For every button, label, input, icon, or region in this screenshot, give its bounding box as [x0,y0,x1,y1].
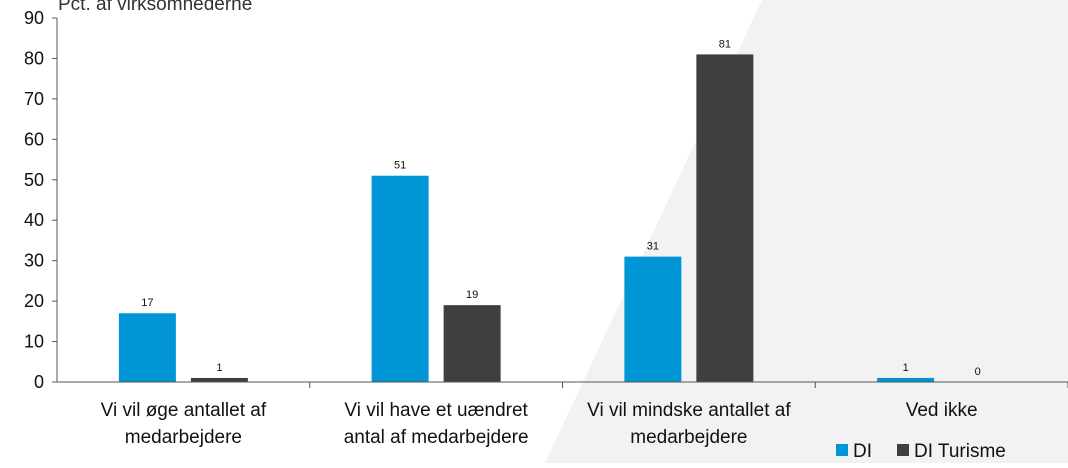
bar-di-0 [118,313,176,382]
background-shape [545,0,1068,463]
data-label: 19 [466,289,478,301]
data-label: 31 [647,241,659,253]
y-tick-label: 50 [24,170,44,190]
legend-swatch-di [836,444,848,456]
y-tick-label: 60 [24,129,44,149]
bar-di-turisme-0 [190,377,248,382]
x-tick-label: Vi vil have et uændret antal af medarbejd… [344,400,529,448]
x-tick-label: Vi vil mindske antallet af medarbejdere [587,400,791,448]
y-tick-label: 90 [24,8,44,28]
data-label: 1 [903,362,909,374]
bar-di-2 [624,256,682,382]
y-tick-label: 40 [24,210,44,230]
data-label: 1 [216,362,222,374]
y-tick-label: 30 [24,251,44,271]
bar-di-1 [371,175,429,382]
bar-di-turisme-1 [443,305,501,382]
legend-label-di: DI [853,441,872,462]
y-tick-label: 80 [24,48,44,68]
legend-swatch-di-turisme [897,444,909,456]
data-label: 81 [719,38,731,50]
bar-di-3 [877,377,935,382]
legend-label-di-turisme: DI Turisme [914,441,1006,462]
y-tick-label: 20 [24,291,44,311]
x-tick-label: Vi vil øge antallet af medarbejdere [101,400,267,448]
data-label: 51 [394,160,406,172]
data-label: 0 [975,366,981,378]
data-label: 17 [141,297,153,309]
x-tick-label: Ved ikke [906,400,978,421]
unit-label: Pct. af virksomhederne [58,0,253,15]
y-tick-label: 0 [34,372,44,392]
y-tick-label: 10 [24,332,44,352]
y-tick-label: 70 [24,89,44,109]
bar-di-turisme-2 [696,54,754,383]
